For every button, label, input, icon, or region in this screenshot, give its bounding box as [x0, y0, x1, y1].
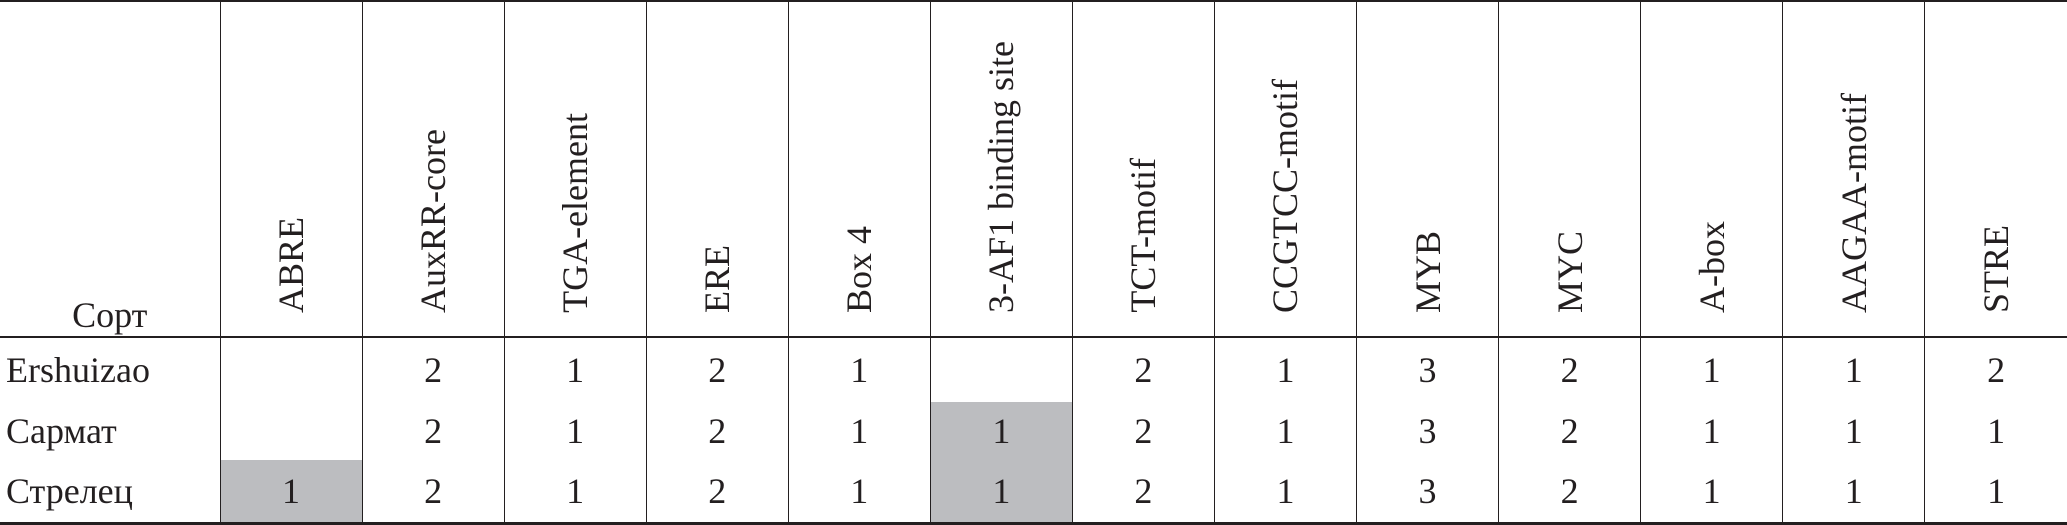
table-cell: 2: [1071, 460, 1215, 525]
column-header: TGA-element: [503, 0, 647, 338]
column-header-label: AuxRR-core: [413, 129, 454, 313]
table-cell: 2: [1924, 337, 2067, 402]
column-header-label: AAGAA-motif: [1833, 93, 1874, 313]
table-cell: 3: [1355, 460, 1500, 525]
column-header: ABRE: [219, 0, 363, 338]
table-cell: [929, 337, 1073, 402]
table-cell: 1: [1782, 402, 1926, 460]
table-cell: 1: [929, 460, 1073, 525]
table-cell: 2: [361, 402, 505, 460]
column-header: MYB: [1355, 0, 1500, 338]
table-cell: 2: [361, 337, 505, 402]
table-cell: 2: [1498, 460, 1642, 525]
column-header: TCT-motif: [1071, 0, 1215, 338]
column-header: AuxRR-core: [361, 0, 505, 338]
column-header-label: TCT-motif: [1123, 158, 1164, 313]
table-cell: 1: [787, 460, 931, 525]
table-cell: 1: [1213, 402, 1358, 460]
table-cell: 1: [1213, 337, 1358, 402]
table-cell: 1: [219, 460, 363, 525]
header-row: Сорт ABRE AuxRR-core TGA-element ERE Box 4 3-…: [0, 0, 2067, 338]
column-header: STRE: [1924, 0, 2067, 338]
table-cell: 2: [1498, 402, 1642, 460]
table-cell: 1: [1640, 402, 1784, 460]
column-header-label: STRE: [1976, 224, 2017, 313]
table-cell: 2: [645, 460, 789, 525]
table-cell: 1: [1782, 337, 1926, 402]
header-variety-label: Сорт: [72, 295, 148, 335]
table-cell: 1: [1924, 460, 2067, 525]
table-cell: [219, 337, 363, 402]
table-cell: 2: [1498, 337, 1642, 402]
column-header-label: MYC: [1549, 230, 1590, 313]
column-header: AAGAA-motif: [1782, 0, 1926, 338]
table-cell: 2: [1071, 337, 1215, 402]
row-variety-name: Ershuizao: [0, 337, 221, 402]
column-header-label: ABRE: [271, 216, 312, 313]
column-header-label: ERE: [697, 245, 738, 313]
table-cell: 1: [1782, 460, 1926, 525]
table-cell: 1: [1640, 337, 1784, 402]
column-header-label: Box 4: [839, 225, 880, 313]
table-cell: 1: [1213, 460, 1358, 525]
table-row: Ershuizao 2 1 2 1 2 1 3 2 1 1 2: [0, 337, 2067, 402]
column-header: Box 4: [787, 0, 931, 338]
column-header: CCGTCC-motif: [1213, 0, 1358, 338]
table-cell: 1: [929, 402, 1073, 460]
table-cell: 2: [361, 460, 505, 525]
column-header: MYC: [1498, 0, 1642, 338]
table-cell: 1: [1640, 460, 1784, 525]
table-cell: 1: [787, 337, 931, 402]
column-header-label: A-box: [1691, 221, 1732, 313]
table-cell: 1: [1924, 402, 2067, 460]
column-header: A-box: [1640, 0, 1784, 338]
table-cell: 1: [503, 402, 647, 460]
column-header-label: CCGTCC-motif: [1265, 78, 1306, 313]
table-cell: 1: [503, 337, 647, 402]
table-cell: 1: [787, 402, 931, 460]
table-cell: 3: [1355, 402, 1500, 460]
header-variety: Сорт: [0, 0, 221, 338]
table-cell: 3: [1355, 337, 1500, 402]
row-variety-name: Стрелец: [0, 460, 221, 525]
table-row: Сармат 2 1 2 1 1 2 1 3 2 1 1 1: [0, 402, 2067, 460]
column-header: ERE: [645, 0, 789, 338]
table-cell: 2: [645, 402, 789, 460]
table-cell: [219, 402, 363, 460]
column-header: 3-AF1 binding site: [929, 0, 1073, 338]
table-cell: 2: [645, 337, 789, 402]
row-variety-name: Сармат: [0, 402, 221, 460]
column-header-label: TGA-element: [555, 113, 596, 313]
table-cell: 1: [503, 460, 647, 525]
column-header-label: MYB: [1407, 230, 1448, 313]
column-header-label: 3-AF1 binding site: [981, 40, 1022, 313]
table-row: Стрелец 1 2 1 2 1 1 2 1 3 2 1 1 1: [0, 460, 2067, 525]
table-cell: 2: [1071, 402, 1215, 460]
